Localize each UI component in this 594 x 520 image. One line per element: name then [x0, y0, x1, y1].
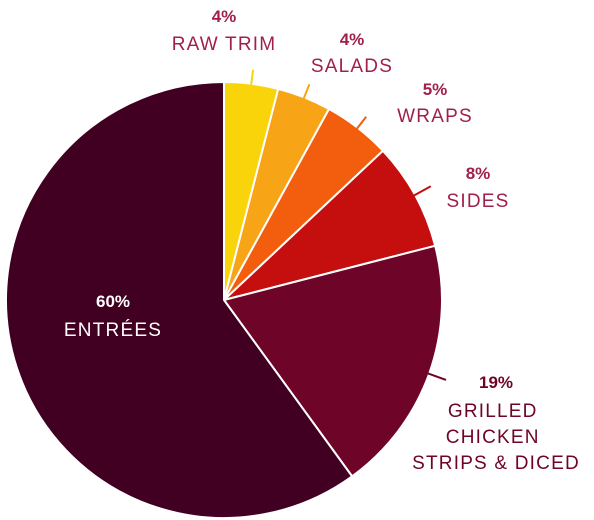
slice-label-raw-trim: RAW TRIM [172, 34, 277, 55]
slice-label-salads: SALADS [311, 56, 393, 77]
slice-label-entrees: ENTRÉES [64, 320, 162, 341]
slice-label-grilled-chicken: GRILLED CHICKEN STRIPS & DICED [412, 401, 580, 474]
slice-pct-raw-trim: 4% [212, 7, 237, 26]
pie-slice-entr-es [5, 81, 354, 519]
leader-line-raw-trim [249, 69, 255, 87]
slice-pct-entrees: 60% [96, 292, 130, 311]
leader-line-grilled-chicken-strips-diced [425, 371, 447, 381]
slice-pct-grilled-chicken: 19% [479, 373, 513, 392]
leader-line-sides [411, 185, 432, 198]
slice-label-sides: SIDES [446, 191, 509, 212]
leader-line-wraps [355, 116, 367, 131]
slice-pct-sides: 8% [466, 164, 491, 183]
leader-line-salads [302, 83, 311, 101]
slice-label-wraps: WRAPS [397, 106, 473, 127]
pie-slices [5, 81, 443, 519]
slice-pct-wraps: 5% [423, 80, 448, 99]
slice-pct-salads: 4% [340, 30, 365, 49]
leader-lines [249, 69, 447, 381]
